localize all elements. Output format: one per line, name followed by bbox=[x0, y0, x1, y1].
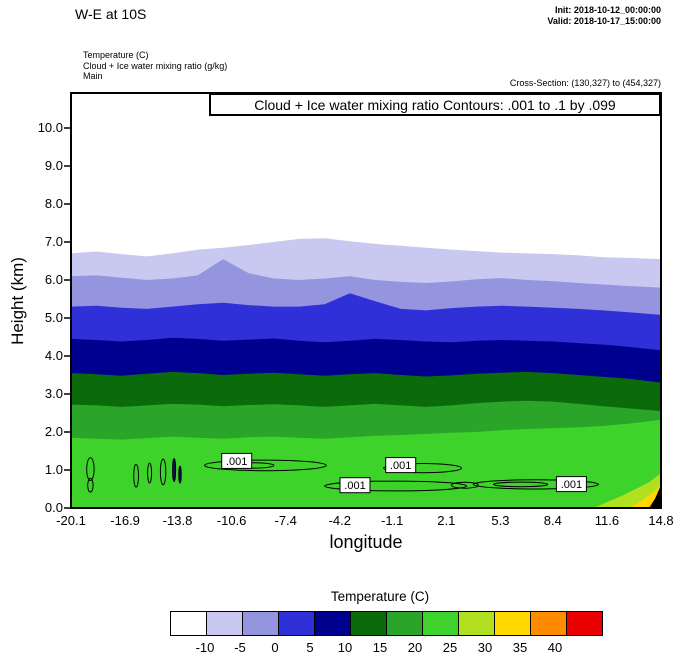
cloud-contour bbox=[178, 465, 182, 484]
temp-band bbox=[71, 419, 661, 508]
colorbar-tick-label: 5 bbox=[306, 640, 314, 655]
cloud-contour bbox=[147, 462, 153, 484]
y-tick-label: 4.0 bbox=[44, 347, 63, 363]
cloud-contour bbox=[493, 481, 549, 488]
x-axis-title: longitude bbox=[329, 532, 403, 552]
colorbar-tick-label: 25 bbox=[442, 640, 458, 655]
contour-label-box bbox=[221, 452, 253, 469]
colorbar bbox=[170, 611, 603, 636]
x-tick-label: -16.9 bbox=[110, 513, 140, 528]
colorbar-cell bbox=[206, 611, 243, 636]
colorbar-tick-label: -10 bbox=[195, 640, 215, 655]
colorbar-cell bbox=[350, 611, 387, 636]
page-title: W-E at 10S bbox=[75, 6, 147, 22]
y-tick-label: 9.0 bbox=[44, 157, 63, 173]
colorbar-tick-label: -5 bbox=[234, 640, 246, 655]
y-tick-label: 1.0 bbox=[44, 461, 63, 477]
cloud-contour bbox=[383, 463, 463, 474]
colorbar-cell bbox=[242, 611, 279, 636]
y-tick-label: 5.0 bbox=[44, 309, 63, 325]
colorbar-tick-label: 30 bbox=[477, 640, 493, 655]
cross-section-plot: .001 .001 .001 .001 bbox=[64, 92, 662, 509]
y-axis-title: Height (km) bbox=[8, 256, 27, 345]
x-tick-label: 2.1 bbox=[437, 513, 456, 528]
y-tick-label: 3.0 bbox=[44, 385, 63, 401]
field-line-cloud-ice: Cloud + Ice water mixing ratio (g/kg) bbox=[83, 60, 228, 71]
y-tick-label: 0.0 bbox=[44, 500, 63, 515]
contour-label-text: .001 bbox=[344, 480, 365, 492]
x-tick-label: 5.3 bbox=[491, 513, 510, 528]
terrain-profile bbox=[649, 485, 661, 508]
field-line-temperature: Temperature (C) bbox=[83, 50, 149, 60]
colorbar-tick-label: 15 bbox=[372, 640, 388, 655]
colorbar-cell bbox=[458, 611, 495, 636]
cloud-contour bbox=[204, 459, 327, 472]
colorbar-cell bbox=[170, 611, 207, 636]
contour-label-text: .001 bbox=[561, 479, 582, 491]
colorbar-tick-label: 40 bbox=[547, 640, 563, 655]
contour-label-text: .001 bbox=[226, 456, 247, 468]
init-valid-block: Init: 2018-10-12_00:00:00 Valid: 2018-10… bbox=[547, 5, 661, 27]
y-tick-label: 2.0 bbox=[44, 423, 63, 439]
x-tick-label: -4.2 bbox=[328, 513, 351, 528]
cloud-contour bbox=[159, 458, 167, 486]
contour-label-box bbox=[385, 457, 417, 474]
colorbar-cell bbox=[278, 611, 315, 636]
colorbar-cell bbox=[314, 611, 351, 636]
colorbar-tick-label: 35 bbox=[512, 640, 528, 655]
contour-info-text: Cloud + Ice water mixing ratio Contours:… bbox=[254, 96, 616, 113]
x-tick-label: 8.4 bbox=[543, 513, 562, 528]
colorbar-cell bbox=[530, 611, 567, 636]
field-list: Temperature (C) Cloud + Ice water mixing… bbox=[83, 50, 227, 82]
colorbar-cell bbox=[386, 611, 423, 636]
valid-time: Valid: 2018-10-17_15:00:00 bbox=[547, 16, 661, 26]
cloud-contour bbox=[172, 458, 177, 482]
colorbar-title: Temperature (C) bbox=[330, 589, 430, 604]
colorbar-cell bbox=[566, 611, 603, 636]
cloud-contour bbox=[450, 481, 479, 489]
x-tick-label: 11.6 bbox=[594, 513, 620, 528]
contour-label-box bbox=[339, 477, 371, 494]
y-tick-label: 8.0 bbox=[44, 195, 63, 211]
x-tick-label: -1.1 bbox=[381, 513, 404, 528]
field-line-main: Main bbox=[83, 71, 103, 81]
colorbar-cell bbox=[494, 611, 531, 636]
cloud-contour bbox=[324, 480, 468, 492]
colorbar-tick-label: 0 bbox=[271, 640, 279, 655]
cloud-contour bbox=[86, 457, 95, 482]
cloud-contour bbox=[472, 479, 599, 490]
y-tick-label: 10.0 bbox=[37, 119, 63, 135]
colorbar-tick-label: 20 bbox=[407, 640, 423, 655]
x-tick-label: 14.8 bbox=[648, 513, 674, 528]
y-tick-label: 7.0 bbox=[44, 233, 63, 249]
x-tick-label: -10.6 bbox=[216, 513, 247, 528]
colorbar-tick-label: 10 bbox=[337, 640, 353, 655]
x-tick-label: -20.1 bbox=[56, 513, 86, 528]
y-tick-label: 6.0 bbox=[44, 271, 63, 287]
cross-section-info: Cross-Section: (130,327) to (454,327) bbox=[509, 78, 661, 88]
contour-info-box: Cloud + Ice water mixing ratio Contours:… bbox=[209, 93, 661, 116]
x-tick-label: -13.8 bbox=[162, 513, 193, 528]
x-tick-label: -7.4 bbox=[274, 513, 297, 528]
contour-label-text: .001 bbox=[390, 460, 411, 472]
cloud-contour bbox=[87, 477, 94, 493]
init-time: Init: 2018-10-12_00:00:00 bbox=[554, 5, 661, 15]
cloud-contour bbox=[133, 463, 139, 488]
contour-label-box bbox=[555, 476, 587, 493]
y-axis-title-wrap: Height (km) bbox=[0, 93, 36, 508]
colorbar-cell bbox=[422, 611, 459, 636]
